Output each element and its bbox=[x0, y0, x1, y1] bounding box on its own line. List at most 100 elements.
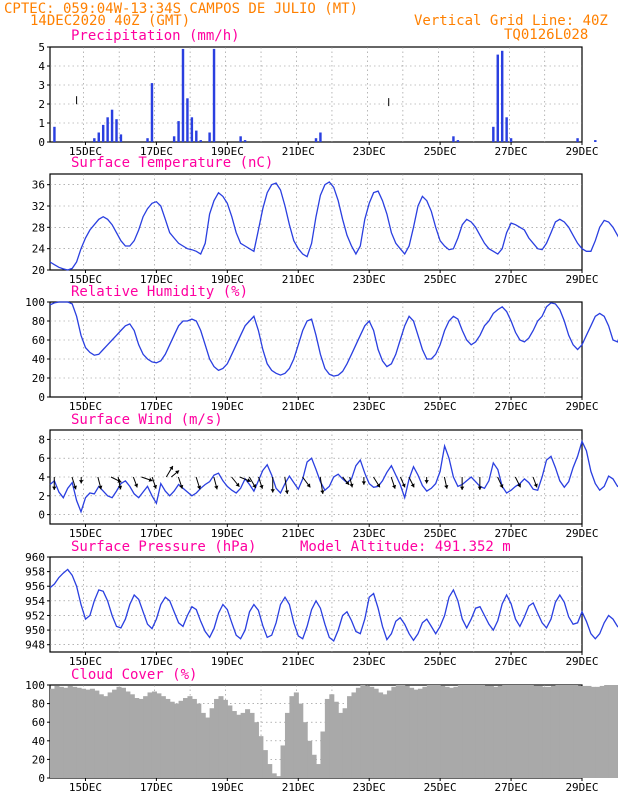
cloud-bar bbox=[245, 709, 251, 778]
cloud-bar bbox=[497, 685, 503, 778]
x-tick-label: 17DEC bbox=[140, 527, 173, 540]
wind-vector-head bbox=[517, 483, 521, 488]
x-tick-label: 29DEC bbox=[565, 781, 598, 794]
cloud-bar bbox=[555, 685, 561, 778]
y-tick-label: 32 bbox=[32, 200, 45, 213]
x-tick-label: 15DEC bbox=[69, 781, 102, 794]
precip-bar bbox=[319, 132, 322, 142]
cloud-bar bbox=[519, 685, 525, 778]
header-run-date: 14DEC2020 40Z (GMT) bbox=[30, 13, 190, 29]
cloud-bar bbox=[586, 685, 592, 778]
x-tick-label: 23DEC bbox=[353, 527, 386, 540]
x-tick-label: 29DEC bbox=[565, 145, 598, 158]
panel-title-humidity: Relative Humidity (%) bbox=[71, 284, 248, 300]
cloud-bar bbox=[196, 703, 202, 778]
y-tick-label: 20 bbox=[32, 372, 45, 385]
precip-bar bbox=[212, 48, 216, 142]
cloud-bar bbox=[599, 685, 605, 778]
x-tick-label: 15DEC bbox=[69, 655, 102, 668]
wind-vector-head bbox=[179, 484, 184, 489]
series-line bbox=[49, 181, 618, 271]
cloud-bar bbox=[240, 712, 246, 778]
x-tick-label: 19DEC bbox=[211, 400, 244, 413]
cloud-bar bbox=[227, 705, 233, 778]
x-tick-label: 21DEC bbox=[282, 400, 315, 413]
x-tick-label: 21DEC bbox=[282, 273, 315, 286]
cloud-bar bbox=[480, 685, 486, 778]
cloud-bar bbox=[178, 700, 184, 778]
cloud-bar bbox=[400, 685, 406, 778]
cloud-bar bbox=[267, 764, 273, 778]
cloud-bar bbox=[360, 685, 366, 778]
wind-vector-head bbox=[424, 480, 429, 484]
cloud-bar bbox=[550, 685, 556, 778]
cloud-bar bbox=[58, 686, 64, 778]
x-tick-label: 29DEC bbox=[565, 655, 598, 668]
cloud-bar bbox=[542, 686, 548, 778]
precip-bar bbox=[239, 136, 242, 142]
cloud-bar bbox=[262, 750, 268, 778]
x-tick-label: 15DEC bbox=[69, 400, 102, 413]
wind-vector-head bbox=[533, 483, 538, 488]
y-tick-label: 0 bbox=[38, 509, 45, 522]
wind-vector-head bbox=[214, 485, 219, 490]
cloud-bar bbox=[236, 714, 242, 778]
cloud-bar bbox=[183, 698, 189, 778]
cloud-bar bbox=[147, 692, 153, 778]
x-tick-label: 19DEC bbox=[211, 273, 244, 286]
y-tick-label: 950 bbox=[25, 624, 45, 637]
wind-vector-head bbox=[284, 490, 289, 494]
cloud-bar bbox=[537, 685, 543, 778]
x-tick-label: 17DEC bbox=[140, 400, 173, 413]
cloud-bar bbox=[533, 685, 539, 778]
wind-vector-head bbox=[320, 490, 325, 494]
cloud-bar bbox=[103, 696, 109, 778]
cloud-bar bbox=[351, 692, 357, 778]
panel-title-temperature: Surface Temperature (nC) bbox=[71, 155, 273, 171]
cloud-bar bbox=[76, 687, 82, 778]
y-tick-label: 958 bbox=[25, 566, 45, 579]
series-line bbox=[49, 568, 618, 643]
precip-bar bbox=[177, 121, 180, 142]
cloud-bar bbox=[316, 764, 322, 778]
precip-bar bbox=[314, 138, 318, 142]
cloud-bar bbox=[528, 685, 534, 778]
y-tick-label: 80 bbox=[32, 315, 45, 328]
cloud-bar bbox=[493, 686, 499, 778]
wind-vector-head bbox=[306, 483, 311, 488]
cloud-bar bbox=[484, 685, 490, 778]
x-tick-label: 15DEC bbox=[69, 273, 102, 286]
x-tick-label: 21DEC bbox=[282, 781, 315, 794]
wind-vector-head bbox=[117, 485, 123, 490]
cloud-bar bbox=[231, 711, 237, 778]
cloud-bar bbox=[284, 712, 290, 778]
cloud-bar bbox=[280, 745, 286, 778]
cloud-bar bbox=[112, 689, 118, 778]
wind-vector-head bbox=[401, 483, 406, 488]
header-station: CPTEC: 059:04W-13:34S CAMPOS DE JULIO (M… bbox=[4, 1, 358, 17]
y-tick-label: 2 bbox=[38, 98, 45, 111]
cloud-bar bbox=[431, 685, 437, 778]
cloud-bar bbox=[502, 685, 508, 778]
precip-bar bbox=[97, 132, 100, 142]
y-tick-label: 0 bbox=[38, 772, 45, 785]
cloud-bar bbox=[426, 685, 432, 778]
panel-title-wind: Surface Wind (m/s) bbox=[71, 412, 223, 428]
x-tick-label: 29DEC bbox=[565, 527, 598, 540]
x-tick-label: 25DEC bbox=[424, 145, 457, 158]
x-tick-label: 21DEC bbox=[282, 145, 315, 158]
cloud-bar bbox=[338, 712, 344, 778]
cloud-bar bbox=[378, 692, 384, 778]
cloud-bar bbox=[466, 685, 472, 778]
y-tick-label: 2 bbox=[38, 490, 45, 503]
wind-vector-head bbox=[252, 484, 256, 489]
y-tick-label: 0 bbox=[38, 391, 45, 404]
precip-bar bbox=[199, 140, 202, 142]
precip-bar bbox=[576, 138, 579, 142]
wind-vector-head bbox=[361, 481, 367, 485]
x-tick-label: 23DEC bbox=[353, 400, 386, 413]
precip-bar bbox=[53, 126, 56, 142]
y-tick-label: 60 bbox=[32, 334, 45, 347]
wind-vector-head bbox=[98, 485, 103, 490]
cloud-bar bbox=[191, 698, 197, 778]
